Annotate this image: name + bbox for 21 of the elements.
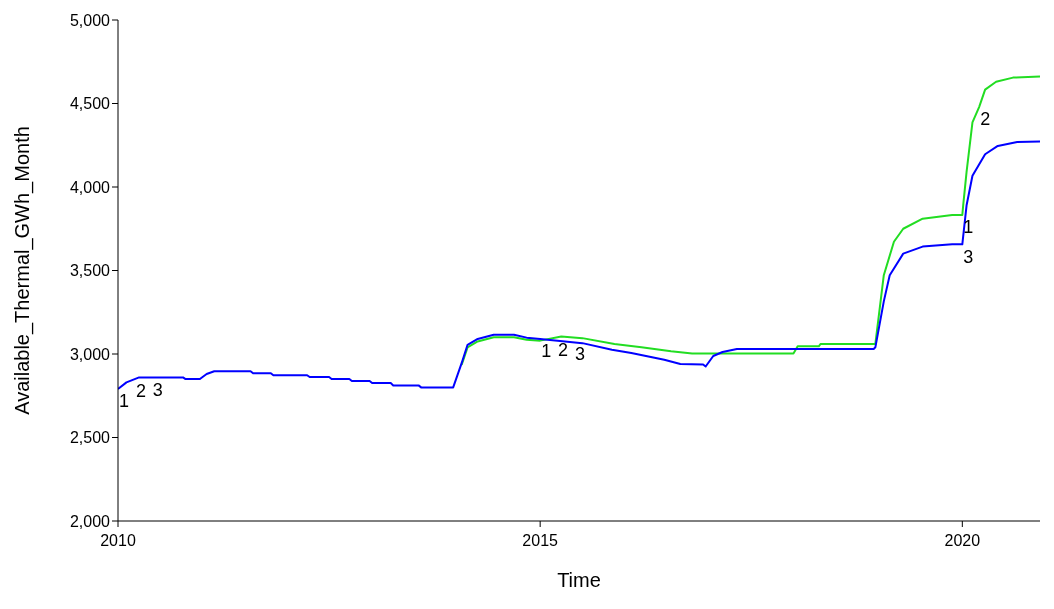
annotation: 2	[135, 381, 146, 402]
y-tick-label: 2,000	[69, 512, 111, 530]
annotation: 3	[574, 343, 585, 364]
y-tick-label: 2,500	[69, 429, 111, 447]
y-axis-title: Available_Thermal_GWh_Month	[11, 126, 35, 415]
y-tick-label: 3,500	[69, 262, 111, 280]
annotation: 2	[558, 339, 569, 360]
line-series	[460, 75, 1040, 366]
y-tick-label: 4,500	[69, 95, 111, 113]
annotation: 3	[963, 246, 974, 267]
x-tick-label: 2015	[522, 532, 559, 550]
annotation: 2	[980, 109, 991, 130]
y-tick-label: 3,000	[69, 345, 111, 363]
annotation: 1	[118, 391, 130, 412]
y-tick-label: 4,000	[69, 178, 111, 196]
annotation: 1	[541, 341, 552, 362]
x-axis-title: Time	[557, 569, 601, 591]
annotation: 3	[152, 379, 163, 400]
y-tick-label: 5,000	[69, 11, 111, 29]
x-tick-label: 2010	[100, 532, 136, 550]
x-tick-label: 2020	[944, 532, 981, 550]
